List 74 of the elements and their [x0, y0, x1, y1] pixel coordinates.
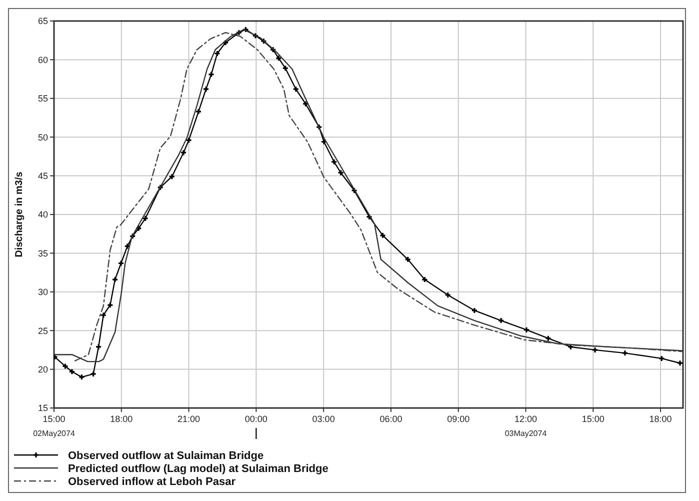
- x-tick-label: 18:00: [649, 414, 672, 424]
- point: [95, 344, 102, 350]
- point: [236, 29, 242, 36]
- point: [270, 46, 276, 53]
- point: [242, 26, 249, 33]
- y-axis-title: Discharge in m3/s: [14, 171, 25, 258]
- point: [379, 232, 386, 239]
- point: [260, 38, 267, 44]
- x-tick-label: 00:00: [244, 414, 268, 424]
- point: [498, 317, 504, 324]
- y-tick-label: 65: [38, 16, 48, 26]
- point: [195, 108, 202, 115]
- point: [404, 256, 412, 263]
- point: [658, 355, 665, 362]
- point: [168, 173, 176, 180]
- x-tick-label: 06:00: [380, 414, 402, 424]
- y-tick-label: 45: [38, 170, 48, 181]
- x-tick-label: 12:00: [514, 414, 538, 424]
- point: [592, 346, 598, 354]
- legend-label: Observed outflow at Sulaiman Bridge: [68, 450, 264, 462]
- point: [124, 242, 131, 250]
- point: [366, 214, 373, 220]
- point: [471, 307, 478, 314]
- point: [275, 54, 282, 62]
- y-tick-label: 35: [38, 248, 48, 258]
- point: [316, 124, 322, 130]
- point: [202, 86, 210, 92]
- point: [444, 292, 452, 298]
- legend-label: Observed inflow at Leboh Pasar: [68, 476, 236, 488]
- point: [330, 158, 338, 166]
- y-tick-label: 30: [38, 287, 48, 298]
- point: [129, 232, 136, 240]
- y-tick-label: 20: [38, 364, 48, 374]
- point: [112, 276, 118, 283]
- x-tick-label: 18:00: [110, 414, 133, 424]
- point: [523, 326, 530, 334]
- point: [208, 71, 215, 78]
- point: [135, 225, 142, 232]
- point: [118, 260, 124, 267]
- point: [282, 64, 289, 72]
- point: [100, 312, 107, 318]
- y-tick-label: 60: [38, 54, 48, 65]
- point: [622, 350, 628, 356]
- y-tick-label: 25: [38, 326, 48, 336]
- point: [214, 50, 221, 57]
- point: [337, 169, 344, 176]
- point: [157, 184, 164, 191]
- point: [421, 276, 428, 283]
- text: 02May2074: [33, 429, 76, 438]
- point: [252, 32, 259, 40]
- point: [185, 136, 192, 144]
- point: [350, 187, 358, 194]
- y-tick-label: 15: [38, 403, 48, 414]
- point: [222, 39, 229, 46]
- point: [180, 149, 187, 156]
- x-tick-label: 09:00: [447, 414, 470, 424]
- point: [302, 100, 309, 108]
- x-tick-label: 15:00: [42, 414, 66, 424]
- x-tick-label: 15:00: [582, 414, 604, 424]
- legend-label: Predicted outflow (Lag model) at Sulaiman Bridge: [68, 462, 328, 475]
- x-tick-label: 21:00: [178, 414, 200, 424]
- point: [78, 374, 86, 380]
- y-tick-label: 40: [38, 210, 48, 220]
- x-tick-label: 03:00: [312, 414, 335, 424]
- y-tick-label: 50: [38, 132, 48, 142]
- y-tick-label: 55: [38, 94, 48, 104]
- point: [142, 215, 149, 222]
- point: [106, 302, 114, 308]
- point: [62, 362, 69, 370]
- point: [68, 368, 76, 375]
- point: [90, 370, 97, 378]
- point: [544, 335, 552, 342]
- text: 03May2074: [504, 429, 548, 438]
- point: [292, 86, 300, 92]
